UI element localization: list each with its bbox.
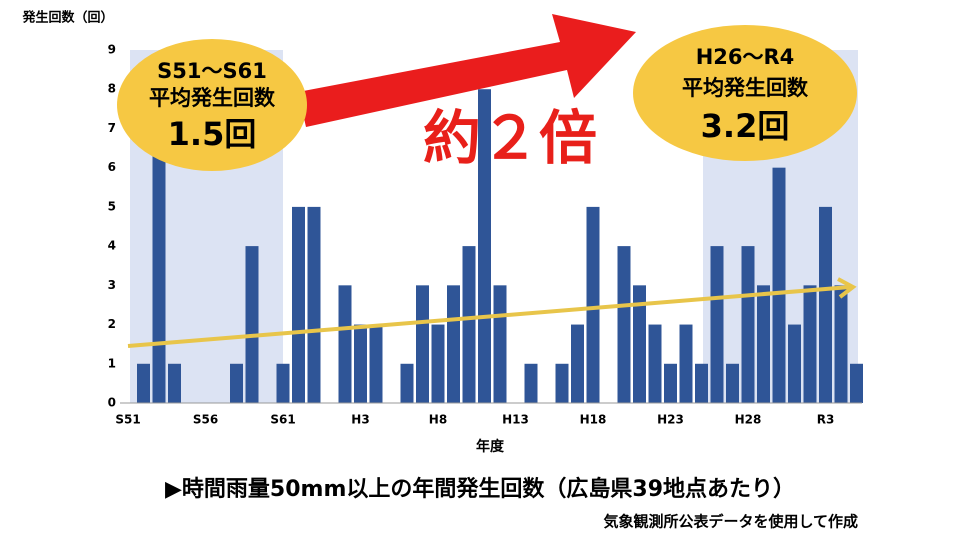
bar — [292, 206, 305, 403]
bar — [478, 89, 491, 403]
bar — [431, 324, 445, 403]
bar — [493, 285, 507, 403]
bar — [788, 324, 801, 403]
bar — [726, 363, 739, 403]
ratio-annotation: 約２倍 — [423, 104, 597, 172]
caption: ▶時間雨量50mm以上の年間発生回数（広島県39地点あたり） — [165, 476, 795, 502]
bar — [571, 324, 584, 403]
y-tick-label: 3 — [108, 278, 116, 292]
bar — [664, 363, 677, 403]
trend-line — [127, 285, 851, 348]
bar — [245, 246, 259, 403]
x-tick-label: H8 — [429, 413, 447, 427]
bar — [803, 285, 817, 403]
callout-bubble — [633, 25, 857, 161]
bar — [307, 206, 321, 403]
y-axis-title: 発生回数（回） — [21, 10, 113, 26]
bar — [555, 363, 569, 403]
bar — [757, 285, 770, 403]
bar — [524, 363, 538, 403]
y-tick-label: 9 — [108, 43, 116, 57]
bar — [137, 363, 150, 403]
x-axis-title: 年度 — [476, 438, 505, 455]
bar — [462, 246, 476, 403]
callout-text: S51～S61 — [157, 59, 267, 83]
bar — [400, 363, 414, 403]
y-tick-label: 7 — [108, 121, 116, 135]
bar — [819, 206, 832, 403]
x-tick-label: H3 — [351, 413, 369, 427]
x-tick-label: H13 — [502, 413, 529, 427]
y-tick-label: 8 — [108, 82, 116, 96]
bar — [447, 285, 460, 403]
y-tick-label: 2 — [108, 317, 116, 331]
callout-text: 平均発生回数 — [682, 76, 809, 100]
bar — [772, 167, 786, 403]
x-tick-label: S51 — [115, 413, 140, 427]
x-tick-label: H23 — [657, 413, 684, 427]
y-tick-label: 6 — [108, 160, 116, 174]
bar — [710, 246, 724, 403]
y-tick-label: 5 — [108, 199, 116, 213]
bar — [648, 324, 662, 403]
bar — [633, 285, 646, 403]
bar — [741, 246, 755, 403]
bar — [152, 89, 166, 403]
callout-value: 1.5回 — [168, 115, 257, 153]
bar — [679, 324, 693, 403]
y-tick-label: 0 — [108, 396, 116, 410]
bar — [168, 363, 181, 403]
bar — [416, 285, 429, 403]
callout-text: 平均発生回数 — [149, 86, 276, 110]
y-tick-label: 1 — [108, 356, 116, 370]
bar — [230, 363, 243, 403]
trend-arrowhead — [837, 277, 857, 299]
x-tick-label: H28 — [735, 413, 762, 427]
bar — [834, 285, 848, 403]
bar — [338, 285, 352, 403]
x-tick-label: S61 — [270, 413, 295, 427]
bar — [586, 206, 600, 403]
bar — [354, 324, 367, 403]
increase-arrow — [298, 14, 636, 127]
x-tick-label: S56 — [193, 413, 218, 427]
x-tick-label: R3 — [817, 413, 835, 427]
bar — [276, 363, 290, 403]
bar — [369, 324, 383, 403]
callout-value: 3.2回 — [701, 107, 790, 145]
bar — [617, 246, 631, 403]
callout-text: H26～R4 — [696, 45, 795, 69]
x-tick-label: H18 — [580, 413, 607, 427]
bar — [850, 363, 863, 403]
bar — [695, 363, 708, 403]
source-note: 気象観測所公表データを使用して作成 — [603, 513, 858, 531]
y-tick-label: 4 — [108, 239, 116, 253]
callout-bubble — [117, 39, 307, 171]
